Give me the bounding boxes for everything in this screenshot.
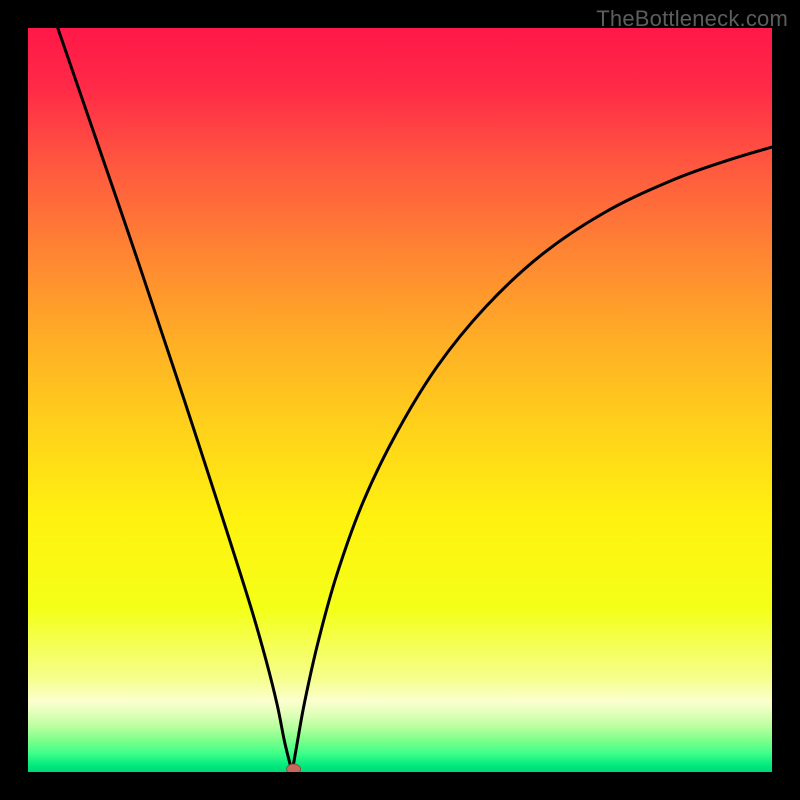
chart-frame: TheBottleneck.com [0,0,800,800]
bottleneck-curve-chart [28,28,772,772]
minimum-marker [287,764,301,772]
gradient-background [28,28,772,772]
plot-area [28,28,772,772]
